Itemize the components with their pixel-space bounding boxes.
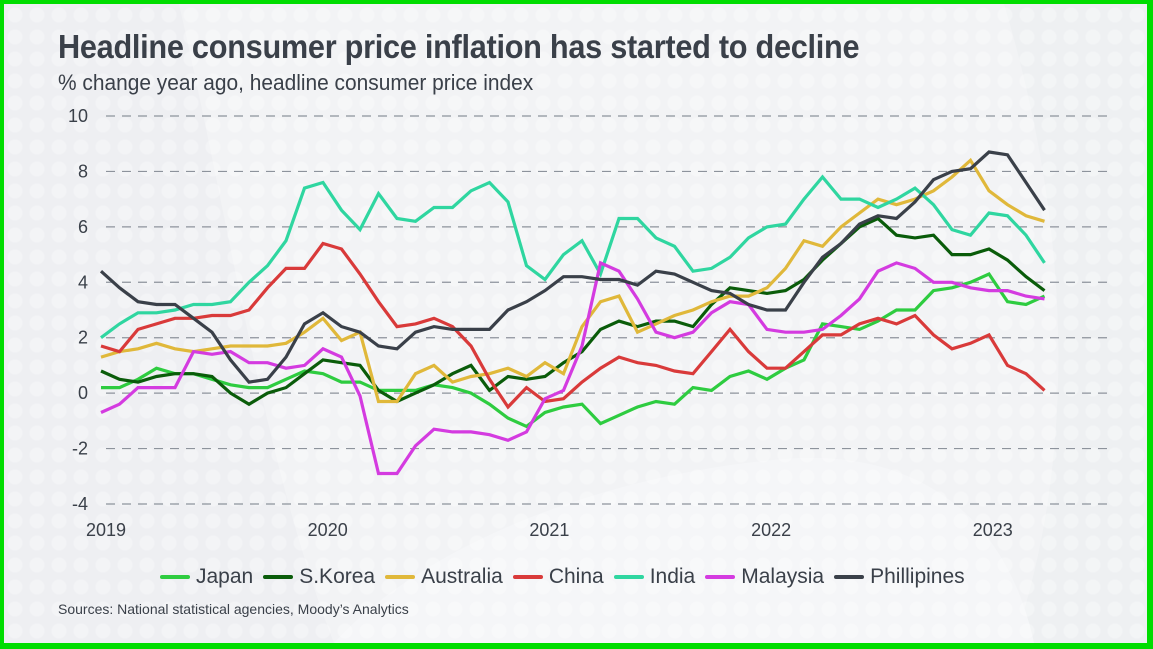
- chart-title: Headline consumer price inflation has st…: [58, 28, 860, 65]
- y-tick-label: 4: [78, 272, 88, 292]
- y-tick-label: 8: [78, 161, 88, 181]
- background-shape-left: [4, 4, 334, 643]
- legend: Japan S.Korea Australia China India Malaysia P…: [160, 565, 965, 589]
- background-shape-right: [1004, 4, 1147, 643]
- x-tick-label: 2021: [529, 520, 569, 540]
- y-tick-label: 6: [78, 217, 88, 237]
- legend-item-phillipines: Phillipines: [834, 565, 965, 589]
- series-line-skorea: [100, 216, 1046, 407]
- series-line-china: [100, 241, 1046, 410]
- legend-item-india: India: [613, 565, 696, 589]
- x-axis: 2019 2020 2021 2022 2023: [86, 520, 1013, 540]
- legend-item-japan: Japan: [160, 565, 253, 589]
- legend-item-china: China: [512, 565, 604, 589]
- y-tick-label: -4: [72, 494, 88, 514]
- y-tick-label: 2: [78, 328, 88, 348]
- legend-label: Malaysia: [741, 565, 825, 588]
- legend-label: Japan: [196, 565, 254, 588]
- y-tick-label: 10: [68, 106, 88, 126]
- legend-item-australia: Australia: [385, 565, 503, 589]
- chart-frame: Headline consumer price inflation has st…: [4, 4, 1147, 643]
- x-tick-label: 2020: [308, 520, 348, 540]
- source-note: Sources: National statistical agencies, …: [58, 601, 409, 617]
- legend-label: India: [649, 565, 696, 588]
- y-tick-label: -2: [72, 439, 88, 459]
- chart-subtitle: % change year ago, headline consumer pri…: [58, 70, 534, 95]
- y-axis: 10 8 6 4 2 0 -2 -4: [68, 106, 88, 514]
- background-decoration: [4, 4, 1147, 643]
- legend-swatch: [705, 575, 736, 579]
- series-line-japan: [101, 271, 1046, 429]
- y-tick-label: 0: [78, 383, 88, 403]
- x-tick-label: 2022: [751, 520, 791, 540]
- line-chart: 10 8 6 4 2 0 -2 -4 2019 2020 2021 2022 2023: [68, 106, 1113, 540]
- legend-label: S.Korea: [299, 565, 376, 588]
- legend-item-skorea: S.Korea: [263, 565, 375, 589]
- legend-label: Australia: [421, 565, 503, 588]
- legend-swatch: [613, 575, 644, 579]
- legend-swatch: [160, 575, 190, 579]
- legend-swatch: [834, 575, 865, 579]
- x-tick-label: 2019: [86, 520, 126, 540]
- series-line-malaysia: [100, 260, 1045, 476]
- series-lines: [99, 150, 1046, 476]
- legend-swatch: [385, 575, 416, 579]
- series-line-phillipines: [99, 150, 1046, 384]
- legend-item-malaysia: Malaysia: [705, 565, 824, 589]
- legend-label: Phillipines: [870, 565, 965, 588]
- legend-label: China: [548, 565, 604, 588]
- legend-swatch: [512, 575, 543, 579]
- series-line-india: [100, 174, 1046, 339]
- x-tick-label: 2023: [973, 520, 1013, 540]
- dot-pattern: [4, 4, 1147, 643]
- legend-swatch: [263, 575, 294, 579]
- gridlines: [106, 115, 1113, 505]
